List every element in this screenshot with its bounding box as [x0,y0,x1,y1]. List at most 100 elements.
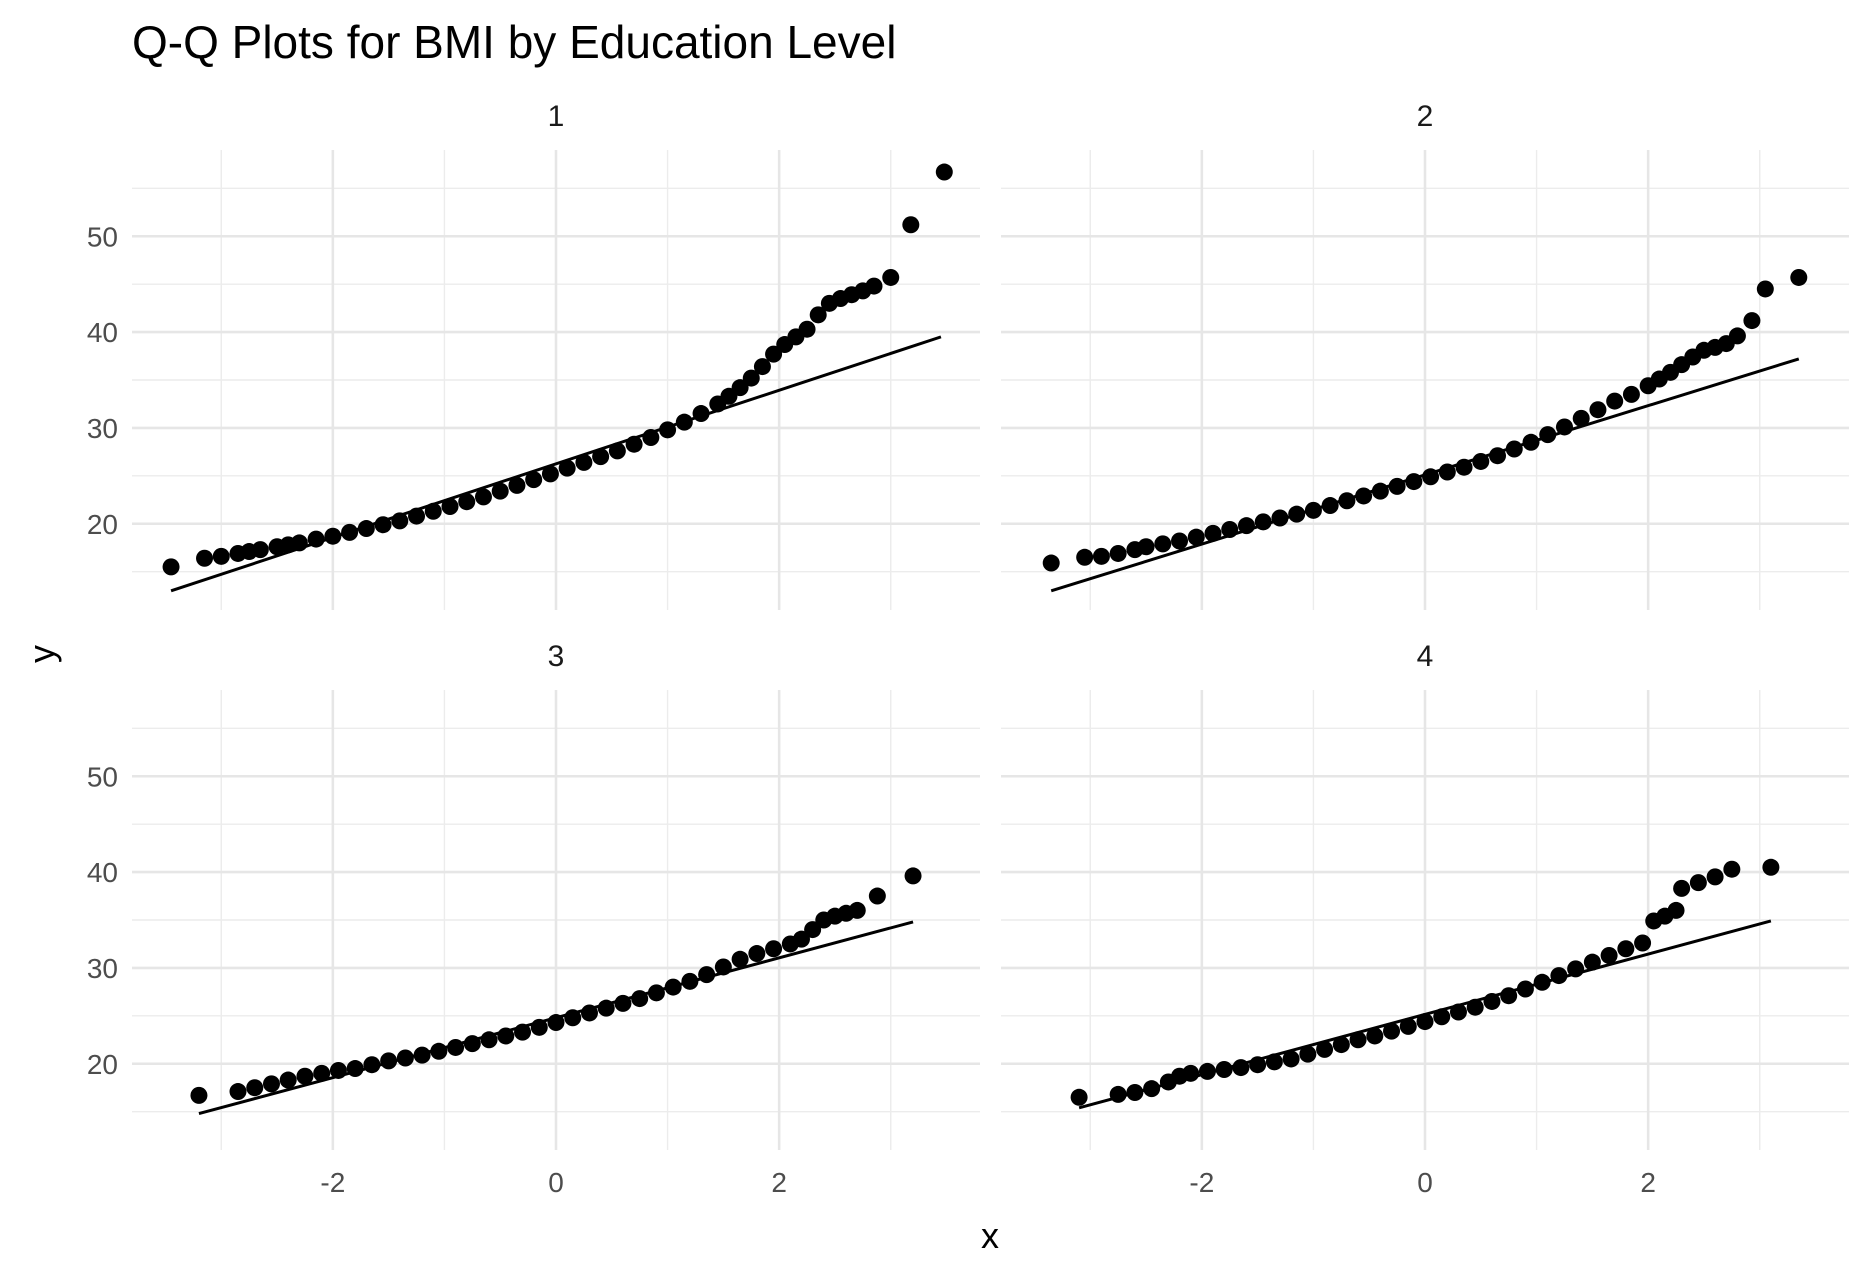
qq-point [525,471,543,489]
qq-point [1472,452,1490,470]
y-tick-label: 30 [87,413,118,444]
qq-point [631,990,649,1008]
qq-point [1338,492,1356,510]
qq-point [742,369,760,387]
qq-point [447,1038,465,1056]
qq-point [1533,973,1551,991]
qq-point [558,459,576,477]
qq-point [1383,1022,1401,1040]
qq-point [1522,433,1540,451]
qq-point [1673,879,1691,897]
qq-point [1505,440,1523,458]
facet-strip-label: 2 [1417,100,1434,133]
qq-point [1070,1088,1088,1106]
qq-point [1706,868,1724,886]
qq-point [1516,980,1534,998]
qq-point [1349,1031,1367,1049]
qq-point [1606,392,1624,410]
qq-point [1109,1085,1127,1103]
qq-point [212,547,230,565]
qq-point [592,448,610,466]
x-tick-label: 2 [1640,1167,1656,1198]
qq-point [765,940,783,958]
qq-point [1689,874,1707,892]
qq-point [1555,418,1573,436]
qq-point [902,216,920,234]
qq-point [664,978,682,996]
qq-point [1449,1003,1467,1021]
qq-point [1154,535,1172,553]
chart-title: Q-Q Plots for BMI by Education Level [132,16,896,68]
qq-point [1271,509,1289,527]
qq-point [647,984,665,1002]
qq-point [1316,1040,1334,1058]
qq-point [1042,554,1060,572]
facet-strip-label: 3 [548,640,565,673]
qq-point [1143,1080,1161,1098]
qq-point [324,527,342,545]
qq-point [1399,1017,1417,1035]
x-axis-title: x [981,1215,999,1256]
qq-point [614,994,632,1012]
qq-point [1299,1045,1317,1063]
qq-point [441,498,459,515]
qq-point [731,379,749,397]
qq-point [597,999,615,1017]
qq-point [1762,858,1780,876]
panel-3: 3 20 30 40 50 -2 0 2 [87,640,980,1198]
qq-point [865,277,883,295]
qq-point [1366,1027,1384,1045]
qq-point [608,442,626,460]
qq-point [1455,458,1473,476]
qq-point [296,1067,314,1085]
qq-point [313,1064,331,1082]
qq-point [1600,946,1618,964]
qq-point [1371,482,1389,500]
qq-point [1332,1036,1350,1054]
qq-point [1422,468,1440,486]
qq-point [1723,860,1741,878]
qq-point [290,534,308,552]
qq-point [642,429,660,446]
qq-point [1204,524,1222,542]
qq-point [1589,401,1607,419]
y-tick-label: 20 [87,509,118,540]
qq-point [659,421,677,439]
qq-point [1483,992,1501,1010]
qq-point [329,1061,347,1079]
qq-point [458,493,476,511]
qq-point [1355,487,1373,505]
qq-point [229,1083,247,1101]
qq-point [279,1071,297,1089]
qq-point [307,530,325,548]
qq-point [1221,521,1239,538]
qq-point [1622,385,1640,403]
y-tick-label: 20 [87,1049,118,1080]
y-tick-label: 40 [87,317,118,348]
facet-strip-label: 1 [548,100,565,133]
qq-point [251,541,269,559]
qq-point [792,930,810,948]
panel-2: 2 [1001,100,1849,610]
qq-point [374,516,392,534]
qq-point [246,1079,264,1097]
qq-point [575,453,593,471]
qq-point [809,306,827,324]
qq-point [1237,517,1255,535]
qq-point [868,887,886,905]
qq-point [748,945,766,963]
qq-point [474,488,492,506]
qq-point [1405,473,1423,491]
qq-point [514,1023,532,1041]
qq-point [1265,1053,1283,1071]
panel-1: 1 20 30 40 50 [87,100,980,610]
qq-point [1249,1056,1267,1074]
qq-point [1433,1008,1451,1026]
qq-point [346,1060,364,1078]
qq-point [1567,960,1585,978]
qq-point [625,435,643,453]
qq-point [424,502,442,520]
qq-point [1126,1084,1144,1101]
qq-point [1109,544,1127,562]
qq-point [1304,501,1322,519]
